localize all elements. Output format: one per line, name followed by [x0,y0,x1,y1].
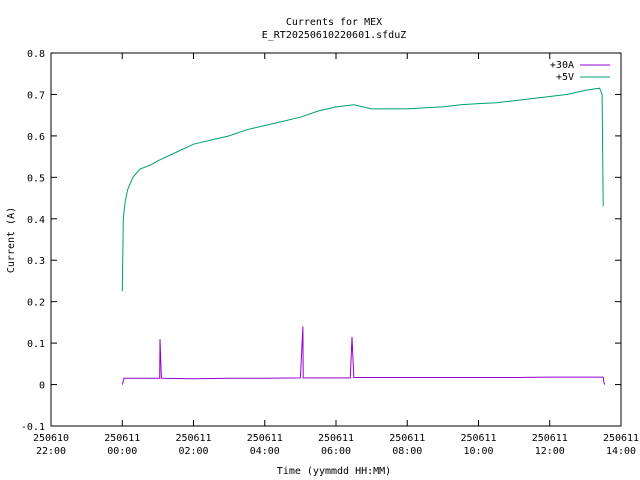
legend-label: +30A [550,60,574,71]
x-axis-label: Time (yymmdd HH:MM) [277,466,391,477]
y-tick-label: 0.7 [27,90,45,101]
y-tick-label: 0.8 [27,49,45,60]
y-tick-label: 0.4 [27,215,45,226]
x-tick-time: 02:00 [178,446,208,457]
x-tick-time: 14:00 [606,446,636,457]
y-tick-label: -0.1 [21,422,45,433]
x-tick-date: 250610 [33,433,69,444]
series-layer [121,87,606,385]
x-tick-date: 250611 [603,433,639,444]
y-tick-label: 0 [39,381,45,392]
y-tick-label: 0.2 [27,298,45,309]
chart-title: Currents for MEX [286,17,382,28]
y-tick-label: 0.3 [27,256,45,267]
y-tick-label: 0.1 [27,339,45,350]
plot-frame [50,52,622,427]
x-tick-date: 250611 [460,433,496,444]
legend: +30A+5V [550,60,610,83]
series-line-plus5v [121,87,604,292]
y-axis-label: Current (A) [6,207,17,273]
x-tick-time: 00:00 [107,446,137,457]
x-tick-date: 250611 [318,433,354,444]
x-tick-time: 08:00 [392,446,422,457]
x-tick-date: 250611 [247,433,283,444]
chart-subtitle: E_RT20250610220601.sfduZ [262,30,407,41]
x-tick-date: 250611 [389,433,425,444]
x-tick-time: 04:00 [250,446,280,457]
x-tick-date: 250611 [175,433,211,444]
x-axis: 250610 22:00 250611 00:00 250611 02:00 250611 0… [33,53,639,457]
y-axis: -0.1 0 0.1 0.2 0.3 0.4 0.5 0.6 0.7 0.8 [21,49,621,433]
x-tick-date: 250611 [104,433,140,444]
y-tick-label: 0.5 [27,173,45,184]
x-tick-time: 12:00 [535,446,565,457]
legend-label: +5V [556,72,574,83]
series-line-plus30a [121,326,606,385]
x-tick-time: 22:00 [36,446,66,457]
x-tick-date: 250611 [532,433,568,444]
x-tick-time: 10:00 [463,446,493,457]
y-tick-label: 0.6 [27,132,45,143]
x-tick-time: 06:00 [321,446,351,457]
